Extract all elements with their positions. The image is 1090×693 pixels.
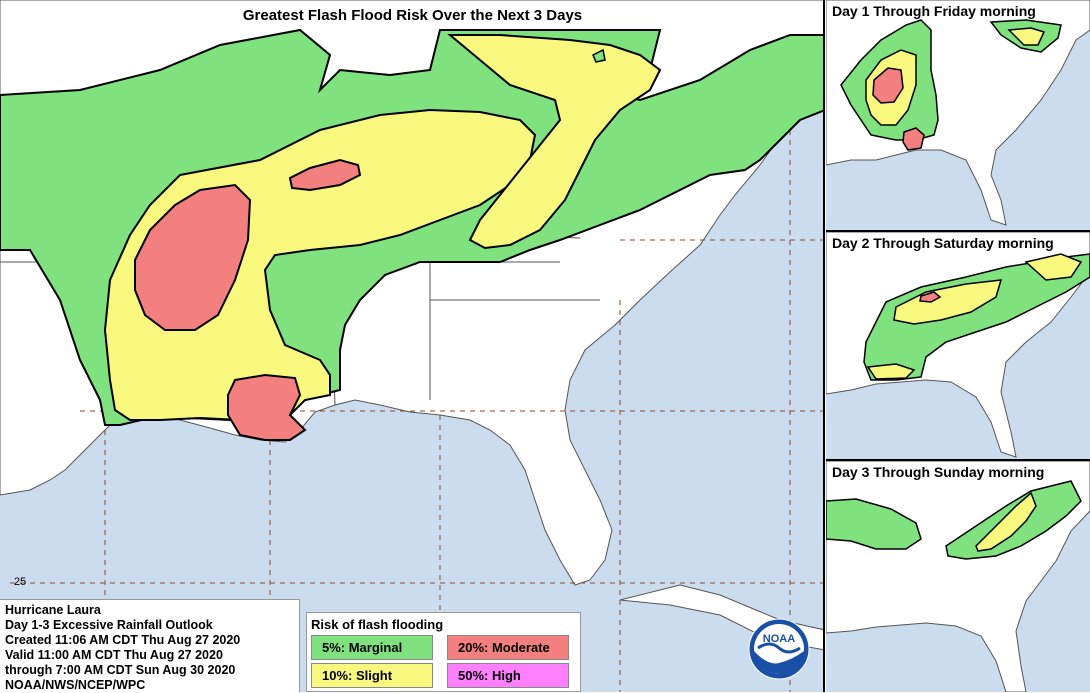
- slight-band-northeast: [447, 34, 662, 250]
- info-line-agency: NOAA/NWS/NCEP/WPC: [5, 678, 146, 692]
- day3-title: Day 3 Through Sunday morning: [832, 464, 1045, 480]
- info-line-storm: Hurricane Laura: [5, 603, 101, 617]
- legend-slight: 10%: Slight: [311, 663, 433, 688]
- main-map-graphic: [0, 0, 823, 692]
- day3-panel: Day 3 Through Sunday morning: [826, 461, 1090, 692]
- moderate-area-tennessee: [288, 158, 362, 192]
- day1-title: Day 1 Through Friday morning: [832, 3, 1036, 19]
- main-map: Greatest Flash Flood Risk Over the Next …: [0, 0, 825, 692]
- info-line-created: Created 11:06 AM CDT Thu Aug 27 2020: [5, 633, 241, 647]
- moderate-area-west: [134, 183, 252, 331]
- day2-map: [826, 232, 1090, 459]
- day1-map: [826, 0, 1090, 230]
- day2-panel: Day 2 Through Saturday morning: [826, 232, 1090, 461]
- day1-panel: Day 1 Through Friday morning: [826, 0, 1090, 232]
- info-box: Hurricane Laura Day 1-3 Excessive Rainfa…: [0, 599, 300, 692]
- legend-moderate: 20%: Moderate: [447, 635, 569, 660]
- noaa-logo: NOAA: [748, 618, 810, 680]
- map-title: Greatest Flash Flood Risk Over the Next …: [242, 7, 583, 24]
- info-line-valid: Valid 11:00 AM CDT Thu Aug 27 2020: [5, 648, 223, 662]
- noaa-logo-text: NOAA: [763, 633, 795, 645]
- legend-high: 50%: High: [447, 663, 569, 688]
- latitude-label: 25: [14, 576, 27, 588]
- moderate-area-coast: [227, 373, 307, 441]
- legend: Risk of flash flooding 5%: Marginal 20%:…: [306, 612, 581, 692]
- info-line-through: through 7:00 AM CDT Sun Aug 30 2020: [5, 663, 236, 677]
- day2-title: Day 2 Through Saturday morning: [832, 235, 1054, 251]
- legend-title: Risk of flash flooding: [311, 617, 444, 632]
- marginal-islet: [592, 48, 606, 63]
- day3-map: [826, 461, 1090, 692]
- legend-marginal: 5%: Marginal: [311, 635, 433, 660]
- info-line-product: Day 1-3 Excessive Rainfall Outlook: [5, 618, 213, 632]
